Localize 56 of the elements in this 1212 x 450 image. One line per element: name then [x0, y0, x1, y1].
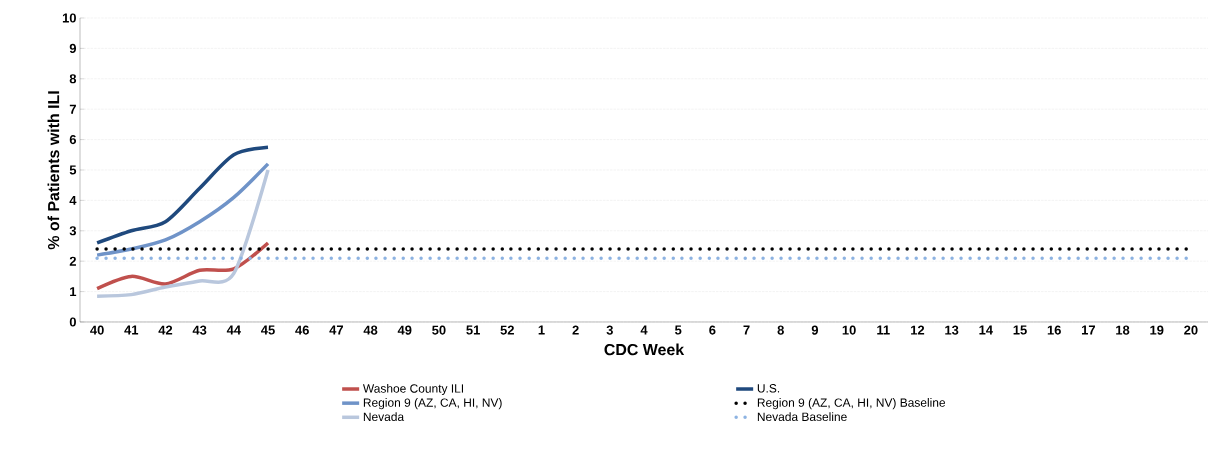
- legend-label: Nevada: [363, 412, 405, 421]
- legend-label: Region 9 (AZ, CA, HI, NV) Baseline: [757, 398, 946, 410]
- x-tick-label: 20: [1184, 325, 1198, 335]
- legend-label: Nevada Baseline: [757, 412, 847, 421]
- x-tick-label: 18: [1116, 325, 1130, 335]
- y-tick-label: 3: [69, 226, 77, 236]
- y-tick-label: 2: [69, 256, 76, 266]
- legend-label: Region 9 (AZ, CA, HI, NV): [363, 398, 502, 410]
- x-tick-label: 5: [674, 325, 682, 335]
- legend-label: Washoe County ILI: [362, 383, 464, 396]
- x-tick-label: 13: [945, 325, 959, 335]
- y-tick-label: 8: [69, 74, 77, 84]
- x-tick-label: 4: [640, 325, 648, 335]
- y-tick-label: 7: [69, 104, 76, 114]
- x-tick-label: 42: [158, 325, 173, 335]
- line-series: [95, 162, 270, 257]
- x-tick-label: 3: [606, 325, 613, 335]
- y-tick-label: 6: [69, 135, 77, 145]
- legend-label: U.S.: [757, 384, 780, 393]
- x-tick-label: 47: [329, 325, 344, 335]
- x-tick-label: 40: [90, 325, 104, 335]
- x-tick-label: 17: [1081, 325, 1095, 335]
- x-tick-label: 51: [466, 325, 480, 335]
- x-tick-label: 41: [124, 325, 139, 335]
- x-axis-title: CDC Week: [604, 343, 685, 356]
- x-tick-label: 8: [777, 325, 784, 335]
- x-tick-label: 11: [877, 325, 890, 335]
- line-series: [95, 168, 270, 298]
- x-tick-label: 45: [261, 325, 275, 335]
- y-tick-label: 1: [70, 287, 77, 297]
- x-tick-label: 43: [192, 325, 207, 335]
- x-tick-label: 10: [842, 325, 856, 335]
- x-tick-label: 15: [1013, 325, 1027, 335]
- x-tick-label: 6: [709, 325, 716, 335]
- x-tick-label: 14: [979, 325, 993, 335]
- x-tick-label: 12: [911, 325, 925, 335]
- x-tick-label: 19: [1150, 325, 1164, 335]
- x-tick-label: 16: [1047, 325, 1061, 335]
- y-tick-label: 0: [69, 317, 76, 327]
- y-tick-label: 5: [69, 165, 77, 175]
- x-tick-label: 44: [226, 325, 241, 335]
- line-series: [95, 145, 270, 245]
- x-tick-label: 46: [295, 325, 309, 335]
- x-tick-label: 2: [572, 325, 579, 335]
- y-tick-label: 9: [69, 43, 77, 53]
- x-tick-label: 48: [363, 325, 378, 335]
- x-tick-label: 7: [743, 325, 750, 335]
- x-tick-label: 49: [397, 325, 412, 335]
- y-tick-label: 10: [62, 13, 76, 23]
- x-tick-label: 9: [811, 325, 819, 335]
- x-tick-label: 50: [432, 325, 446, 335]
- y-axis-title: % of Patients with ILI: [47, 91, 60, 250]
- line-series: [95, 241, 270, 291]
- x-tick-label: 52: [500, 325, 514, 335]
- x-tick-label: 1: [538, 325, 545, 335]
- y-tick-label: 4: [69, 195, 77, 205]
